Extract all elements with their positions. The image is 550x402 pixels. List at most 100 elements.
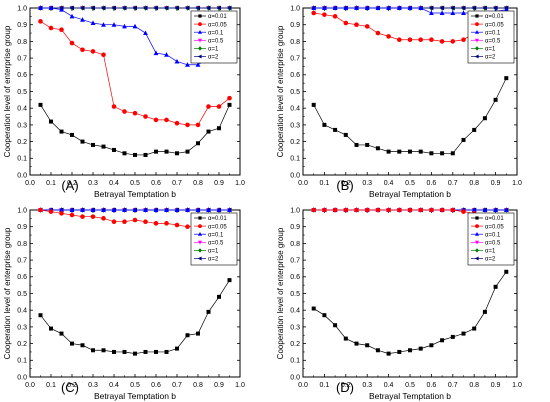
x-tick-label: 0.4 <box>109 180 119 187</box>
y-tick-label: 0.6 <box>290 274 300 281</box>
data-point <box>482 309 487 314</box>
data-point <box>407 207 413 213</box>
data-point <box>460 5 466 11</box>
legend-marker <box>198 216 202 220</box>
data-point <box>322 12 327 17</box>
legend-entry: α=1 <box>485 249 496 255</box>
x-tick-label: 0.2 <box>341 382 351 389</box>
y-tick-label: 0.7 <box>290 258 300 265</box>
x-tick-label: 0.6 <box>151 180 161 187</box>
data-point <box>472 326 477 331</box>
data-point <box>472 127 477 132</box>
y-tick-label: 0.0 <box>17 374 27 381</box>
data-point <box>164 117 169 123</box>
data-point <box>217 294 221 299</box>
data-point <box>386 5 391 10</box>
y-tick-label: 0.9 <box>290 224 300 231</box>
data-point <box>80 214 85 219</box>
legend-marker <box>475 46 479 51</box>
data-point <box>143 207 148 212</box>
data-point <box>133 152 137 157</box>
data-point <box>164 149 169 154</box>
data-point <box>439 39 445 44</box>
data-point <box>48 209 54 214</box>
data-point <box>195 122 201 128</box>
data-point <box>154 149 158 154</box>
data-point <box>504 76 509 81</box>
data-point <box>226 5 232 11</box>
y-tick-label: 0.0 <box>290 172 300 179</box>
data-point <box>227 95 232 101</box>
data-point <box>227 102 232 107</box>
y-axis-label: Cooperation level of enterprise group <box>276 227 285 359</box>
data-point <box>143 219 148 224</box>
y-tick-label: 0.2 <box>17 139 27 146</box>
data-point <box>70 132 74 137</box>
data-point <box>38 207 43 213</box>
series-0 <box>38 278 232 356</box>
legend-entry: α=0.05 <box>208 22 227 28</box>
y-tick-label: 0.2 <box>290 139 300 146</box>
x-tick-label: 0.9 <box>214 180 224 187</box>
data-point <box>80 47 85 53</box>
data-point <box>185 333 190 338</box>
series-0 <box>311 76 509 156</box>
data-point <box>69 212 75 218</box>
data-point <box>493 207 498 212</box>
series-2 <box>38 5 232 67</box>
data-point <box>493 5 498 11</box>
data-point <box>354 207 359 213</box>
data-point <box>364 24 370 29</box>
data-point <box>504 269 509 274</box>
data-point <box>122 219 127 224</box>
x-tick-label: 0.3 <box>88 382 98 389</box>
data-point <box>311 207 317 213</box>
data-point <box>461 331 466 336</box>
x-tick-label: 0.2 <box>341 180 351 187</box>
data-point <box>482 207 488 212</box>
data-point <box>503 207 509 212</box>
data-point <box>429 37 434 43</box>
y-tick-label: 0.7 <box>290 56 300 63</box>
data-point <box>322 122 327 127</box>
x-tick-label: 0.2 <box>67 382 77 389</box>
data-point <box>418 149 423 154</box>
x-tick-label: 0.0 <box>25 180 35 187</box>
data-point <box>122 349 127 354</box>
x-tick-label: 0.9 <box>491 382 501 389</box>
data-point <box>322 5 327 10</box>
data-point <box>365 343 370 348</box>
data-point <box>375 146 380 151</box>
data-point <box>206 207 211 212</box>
x-tick-label: 0.0 <box>298 382 308 389</box>
data-point <box>164 207 169 212</box>
data-point <box>80 139 85 144</box>
data-point <box>122 151 127 156</box>
panel-label: (C) <box>61 380 79 395</box>
data-point <box>311 5 317 10</box>
data-point <box>153 221 159 226</box>
data-point <box>174 120 180 126</box>
data-point <box>450 10 456 16</box>
y-tick-label: 0.3 <box>290 324 300 331</box>
data-point <box>195 207 201 212</box>
legend-entry: α=1 <box>208 249 219 255</box>
data-point <box>185 149 190 154</box>
data-point <box>216 104 222 109</box>
y-tick-label: 0.1 <box>17 156 27 163</box>
data-point <box>397 207 402 213</box>
x-tick-label: 0.3 <box>88 180 98 187</box>
data-point <box>132 23 138 29</box>
x-tick-label: 0.3 <box>362 382 372 389</box>
y-tick-label: 0.8 <box>17 241 27 248</box>
data-point <box>111 207 117 212</box>
y-axis-label: Cooperation level of enterprise group <box>276 25 285 157</box>
y-tick-label: 1.0 <box>290 207 300 214</box>
data-point <box>450 334 455 339</box>
data-point <box>439 207 445 213</box>
data-point <box>386 351 391 356</box>
data-point <box>164 349 169 354</box>
data-point <box>439 5 445 11</box>
data-point <box>111 5 116 11</box>
y-tick-label: 0.1 <box>290 358 300 365</box>
